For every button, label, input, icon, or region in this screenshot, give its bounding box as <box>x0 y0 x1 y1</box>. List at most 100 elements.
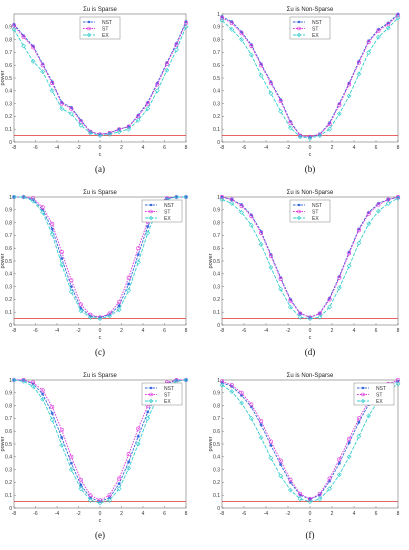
data-point-st <box>395 13 400 18</box>
y-tick-label: 1 <box>9 378 12 384</box>
x-tick-label: -6 <box>242 145 247 151</box>
data-point-st <box>268 81 273 86</box>
y-tick-label: 0.4 <box>213 89 220 95</box>
x-tick-label: 2 <box>120 145 123 151</box>
data-point-ex <box>219 197 225 202</box>
data-point-st <box>347 251 352 256</box>
data-point-ex <box>239 37 244 43</box>
y-tick-label: 0.3 <box>5 284 12 290</box>
y-tick-label: 1 <box>217 195 220 201</box>
x-axis-label: c <box>309 152 312 158</box>
legend-marker <box>297 203 301 207</box>
x-tick-label: -8 <box>220 145 225 151</box>
data-point-ex <box>107 313 112 319</box>
data-point-st <box>307 497 312 502</box>
data-point-st <box>50 81 55 86</box>
data-point-ex <box>88 130 93 136</box>
data-point-st <box>59 101 64 106</box>
data-point-st <box>356 416 361 421</box>
series-line-ex <box>13 26 187 137</box>
x-tick-label: -6 <box>242 328 247 334</box>
data-point-st <box>31 196 36 201</box>
x-tick-label: 8 <box>185 511 188 517</box>
data-point-st <box>337 275 342 280</box>
data-point-ex <box>21 194 26 200</box>
chart-panel: -8 -6 -4 -2 0 2 4 6 8 0 0.1 0.2 0.3 0.4 0.5 0.6 0.7 0.8 0.… <box>213 7 401 174</box>
data-point-ex <box>164 67 170 73</box>
data-point-ex <box>336 285 342 291</box>
y-tick-label: 0.1 <box>213 127 220 133</box>
legend-label: EX <box>376 399 383 405</box>
y-tick-label: 0.2 <box>213 297 220 303</box>
x-tick-label: -4 <box>264 145 269 151</box>
y-tick-label: 0.1 <box>5 493 12 499</box>
x-tick-label: -6 <box>33 511 38 517</box>
x-tick-label: 0 <box>99 511 102 517</box>
data-point-ex <box>59 262 65 268</box>
data-point-ex <box>59 106 65 112</box>
series-line-st <box>221 196 399 318</box>
data-point-st <box>327 122 332 127</box>
legend-label: ST <box>376 392 382 398</box>
y-tick-label: 0.6 <box>213 429 220 435</box>
data-point-nst-core <box>127 460 130 463</box>
x-tick-label: 0 <box>309 145 312 151</box>
x-tick-label: -2 <box>76 511 81 517</box>
data-point-st <box>298 491 303 496</box>
y-tick-label: 0.7 <box>5 416 12 422</box>
x-tick-label: -6 <box>242 511 247 517</box>
x-tick-label: 4 <box>353 511 356 517</box>
y-tick-label: 1 <box>217 12 220 18</box>
y-tick-label: 0 <box>217 323 220 329</box>
data-point-st <box>21 35 26 40</box>
data-point-nst-core <box>41 393 44 396</box>
data-point-ex <box>307 316 313 322</box>
x-axis-label: c <box>309 518 312 524</box>
data-point-ex <box>116 486 122 492</box>
data-point-ex <box>258 435 264 441</box>
legend-label: NST <box>376 386 386 392</box>
data-point-ex <box>346 263 352 269</box>
y-tick-label: 0.9 <box>5 25 12 31</box>
data-point-ex <box>21 43 26 49</box>
y-tick-label: 0.8 <box>213 403 220 409</box>
data-point-st <box>21 377 26 382</box>
x-tick-label: -2 <box>76 328 81 334</box>
y-tick-label: 1 <box>9 195 12 201</box>
y-tick-label: 0.8 <box>213 37 220 43</box>
legend-label: ST <box>312 209 318 215</box>
legend-box <box>141 382 183 406</box>
y-tick-label: 0.6 <box>213 63 220 69</box>
data-point-ex <box>126 288 132 293</box>
x-tick-label: 6 <box>375 145 378 151</box>
y-axis-label: power <box>0 253 6 268</box>
x-tick-label: 2 <box>331 328 334 334</box>
data-point-st <box>239 390 244 395</box>
data-point-st <box>356 60 361 65</box>
x-tick-label: 8 <box>397 145 400 151</box>
data-point-nst-core <box>89 496 92 499</box>
data-point-st <box>366 40 371 45</box>
data-point-ex <box>97 500 103 506</box>
data-point-st <box>40 388 45 393</box>
data-point-ex <box>297 496 303 502</box>
panel-caption: (d) <box>305 347 316 357</box>
data-point-st <box>288 298 293 303</box>
data-point-st <box>259 63 264 68</box>
data-point-ex <box>116 307 122 313</box>
data-point-ex <box>395 195 401 201</box>
data-point-st <box>337 102 342 107</box>
y-axis-label: power <box>0 436 6 451</box>
data-point-st <box>174 42 179 47</box>
chart-panel: -8 -6 -4 -2 0 2 4 6 8 0 0.1 0.2 0.3 0.4 0.5 0.6 0.7 0.8 0.… <box>208 373 401 540</box>
x-tick-label: 2 <box>120 511 123 517</box>
x-tick-label: -8 <box>220 511 225 517</box>
data-point-st <box>249 402 254 407</box>
data-point-ex <box>145 415 151 421</box>
chart-title: Σu is Sparse <box>83 190 117 196</box>
data-point-ex <box>248 415 254 421</box>
data-point-nst-core <box>260 423 263 426</box>
y-tick-label: 0.5 <box>5 76 12 82</box>
data-point-ex <box>346 93 352 99</box>
data-point-ex <box>107 497 112 503</box>
